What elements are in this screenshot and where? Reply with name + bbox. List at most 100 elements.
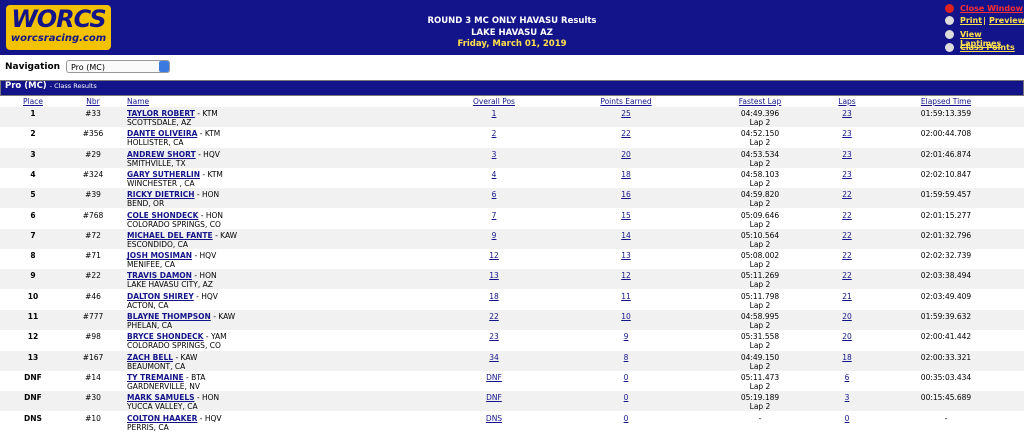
fastest-lap: 04:58.995 Lap 2 bbox=[710, 312, 810, 330]
points[interactable]: 10 bbox=[621, 312, 631, 321]
overall-pos[interactable]: 13 bbox=[489, 271, 499, 281]
preview-link[interactable]: Preview bbox=[989, 16, 1024, 25]
close-link[interactable]: Close Window bbox=[960, 4, 1023, 13]
rider-name[interactable]: COLTON HAAKER bbox=[127, 413, 198, 423]
overall-pos[interactable]: 1 bbox=[491, 109, 497, 118]
overall-pos[interactable]: 12 bbox=[489, 251, 499, 261]
column-header[interactable]: Points Earned bbox=[600, 97, 652, 106]
result-row: DNF #14 TY TREMAINE - BTA GARDNERVILLE, NV D… bbox=[0, 370, 1024, 391]
laps[interactable]: 23 bbox=[842, 149, 852, 159]
points[interactable]: 16 bbox=[621, 190, 631, 200]
laps[interactable]: 23 bbox=[842, 129, 852, 139]
points[interactable]: 8 bbox=[623, 352, 629, 362]
rider-name[interactable]: BLAYNE THOMPSON bbox=[127, 312, 211, 321]
points[interactable]: 0 bbox=[623, 393, 629, 403]
city: PERRIS, CA bbox=[127, 422, 169, 432]
laps[interactable]: 22 bbox=[842, 190, 852, 200]
laps[interactable]: 22 bbox=[842, 230, 852, 240]
laptimes-link[interactable]: View Laptimes bbox=[960, 30, 1002, 48]
rider-name[interactable]: RICKY DIETRICH bbox=[127, 190, 195, 200]
print-link[interactable]: Print bbox=[960, 16, 983, 25]
rider-name[interactable]: DALTON SHIREY bbox=[127, 291, 194, 301]
laps[interactable]: 20 bbox=[842, 312, 852, 321]
points[interactable]: 12 bbox=[621, 271, 631, 281]
overall-pos[interactable]: DNS bbox=[485, 413, 503, 423]
place: 9 bbox=[30, 271, 36, 281]
laps[interactable]: 6 bbox=[844, 372, 850, 382]
laps[interactable]: 22 bbox=[842, 210, 852, 220]
overall-pos[interactable]: DNF bbox=[486, 372, 502, 382]
rider-name[interactable]: MICHAEL DEL FANTE bbox=[127, 230, 213, 240]
place: 12 bbox=[27, 332, 39, 342]
nav-select[interactable]: Pro (MC) bbox=[66, 60, 170, 73]
result-row: 12 #98 BRYCE SHONDECK - YAM COLORADO SPRING… bbox=[0, 330, 1024, 351]
rider-name[interactable]: JOSH MOSIMAN bbox=[127, 251, 193, 261]
points-link[interactable]: Class Points bbox=[960, 43, 1015, 52]
laps[interactable]: 0 bbox=[844, 413, 850, 423]
fastest-lap-number: Lap 2 bbox=[749, 239, 771, 249]
laps[interactable]: 3 bbox=[844, 393, 850, 403]
overall-pos[interactable]: 9 bbox=[491, 230, 497, 240]
overall-pos[interactable]: 34 bbox=[489, 352, 499, 362]
overall-pos[interactable]: 3 bbox=[491, 149, 497, 159]
overall-pos[interactable]: 4 bbox=[491, 169, 497, 179]
column-header[interactable]: Fastest Lap bbox=[738, 97, 782, 106]
number: #10 bbox=[85, 413, 101, 423]
logo[interactable]: WORCS worcsracing.com bbox=[6, 5, 111, 50]
rider-name[interactable]: TY TREMAINE bbox=[127, 372, 184, 382]
laps[interactable]: 18 bbox=[842, 352, 852, 362]
city: MENIFEE, CA bbox=[127, 260, 175, 270]
rider-name[interactable]: BRYCE SHONDECK bbox=[127, 332, 204, 342]
rider-name[interactable]: GARY SUTHERLIN bbox=[127, 169, 200, 179]
place: 8 bbox=[30, 251, 36, 261]
laps[interactable]: 23 bbox=[842, 109, 852, 118]
make: - KAW bbox=[213, 312, 236, 321]
column-header[interactable]: Laps bbox=[838, 97, 856, 106]
column-header[interactable]: Name bbox=[127, 97, 150, 106]
points[interactable]: 25 bbox=[621, 109, 631, 118]
overall-pos[interactable]: 2 bbox=[491, 129, 497, 139]
laps[interactable]: 22 bbox=[842, 271, 852, 281]
points[interactable]: 0 bbox=[623, 372, 629, 382]
rider-name[interactable]: MARK SAMUELS bbox=[127, 393, 195, 403]
logo-text: WORCS bbox=[11, 5, 106, 33]
rider-name[interactable]: DANTE OLIVEIRA bbox=[127, 129, 198, 139]
place: 3 bbox=[30, 149, 36, 159]
elapsed-time: 01:59:59.457 bbox=[920, 190, 972, 200]
overall-pos[interactable]: 18 bbox=[489, 291, 499, 301]
points[interactable]: 20 bbox=[621, 149, 631, 159]
column-header[interactable]: Place bbox=[23, 97, 43, 106]
points[interactable]: 18 bbox=[621, 169, 631, 179]
laps[interactable]: 23 bbox=[842, 169, 852, 179]
overall-pos[interactable]: 6 bbox=[491, 190, 497, 200]
overall-pos[interactable]: 7 bbox=[491, 210, 497, 220]
points[interactable]: 22 bbox=[621, 129, 631, 139]
overall-pos[interactable]: DNF bbox=[486, 393, 502, 403]
points[interactable]: 9 bbox=[623, 332, 629, 342]
column-header[interactable]: Elapsed Time bbox=[920, 97, 972, 106]
rider-name[interactable]: ANDREW SHORT bbox=[127, 149, 196, 159]
column-header[interactable]: Overall Pos bbox=[473, 97, 515, 106]
column-header[interactable]: Nbr bbox=[86, 97, 100, 106]
number: #39 bbox=[85, 190, 101, 200]
rider-name[interactable]: TRAVIS DAMON bbox=[127, 271, 192, 281]
overall-pos[interactable]: 23 bbox=[489, 332, 499, 342]
elapsed-time: 02:01:32.796 bbox=[920, 230, 972, 240]
fastest-time: 04:58.103 bbox=[740, 169, 780, 179]
rider-name[interactable]: TAYLOR ROBERT bbox=[127, 109, 195, 118]
laps[interactable]: 22 bbox=[842, 251, 852, 261]
rider: JOSH MOSIMAN - HQV MENIFEE, CA bbox=[127, 251, 216, 269]
rider-name[interactable]: ZACH BELL bbox=[127, 352, 174, 362]
make: - HON bbox=[196, 190, 220, 200]
rider-name[interactable]: COLE SHONDECK bbox=[127, 210, 199, 220]
points[interactable]: 11 bbox=[621, 291, 631, 301]
laps[interactable]: 21 bbox=[842, 291, 852, 301]
laps[interactable]: 20 bbox=[842, 332, 852, 342]
points[interactable]: 13 bbox=[621, 251, 631, 261]
fastest-lap-number: Lap 2 bbox=[749, 158, 771, 168]
points[interactable]: 15 bbox=[621, 210, 631, 220]
points[interactable]: 0 bbox=[623, 413, 629, 423]
overall-pos[interactable]: 22 bbox=[489, 312, 499, 321]
points[interactable]: 14 bbox=[621, 230, 631, 240]
fastest-lap: 05:11.269 Lap 2 bbox=[710, 271, 810, 289]
